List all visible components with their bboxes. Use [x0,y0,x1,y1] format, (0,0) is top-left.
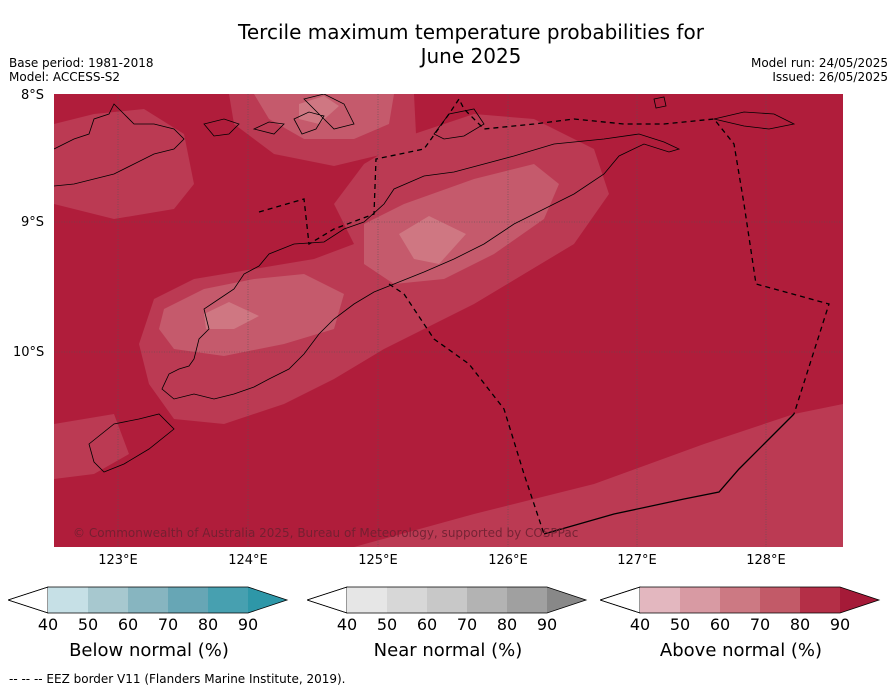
cbar-above-swatch-5 [800,587,840,613]
cbar-above-tick: 90 [829,615,851,634]
lon-label-126e: 126°E [488,553,528,568]
cbar-above-tick: 50 [669,615,691,634]
cbar-near-high-extend [547,587,586,613]
cbar-above-outline [600,586,881,614]
lat-label-8s: 8°S [21,88,45,103]
coastlines [54,94,796,473]
coast-rote [88,413,175,473]
cbar-above-swatch-4 [760,587,800,613]
cbar-below-title: Below normal (%) [69,640,229,661]
cbar-above-tick: 80 [789,615,811,634]
meta-right: Model run: 24/05/2025 Issued: 26/05/2025 [751,56,888,84]
colorbar-above-normal [600,586,881,614]
cbar-near-tick: 60 [416,615,438,634]
cbar-near-title: Near normal (%) [373,640,523,661]
lon-label-127e: 127°E [617,553,657,568]
cbar-below-swatch-3 [128,587,168,613]
lon-label-125e: 125°E [358,553,398,568]
cbar-above-swatch-1 [640,587,680,613]
map-canvas [54,94,843,547]
cbar-near-swatch-5 [507,587,547,613]
copyright-notice: © Commonwealth of Australia 2025, Bureau… [73,526,579,540]
cbar-below-swatch-1 [48,587,88,613]
shade-above-60-north [299,96,339,124]
cbar-below-tick: 50 [77,615,99,634]
cbar-above-tick: 40 [629,615,651,634]
cbar-near-swatch-3 [427,587,467,613]
cbar-near-tick: 80 [496,615,518,634]
cbar-below-tick: 90 [237,615,259,634]
cbar-above-swatch-3 [720,587,760,613]
title-line-1: Tercile maximum temperature probabilitie… [238,20,704,44]
cbar-below-tick: 60 [117,615,139,634]
cbar-near-outline [307,586,588,614]
title-line-2: June 2025 [420,44,522,68]
cbar-near-tick: 90 [536,615,558,634]
cbar-near-tick: 50 [376,615,398,634]
map-title: Tercile maximum temperature probabilitie… [0,20,896,68]
eez-solid [543,413,795,535]
cbar-below-swatch-4 [168,587,208,613]
coast-timor [161,133,681,400]
coast-north-islands [54,94,355,187]
model-name: Model: ACCESS-S2 [9,70,121,84]
cbar-above-tick: 70 [749,615,771,634]
lat-label-9s: 9°S [21,215,45,230]
cbar-near-low-extend [307,586,348,614]
colorbar-near-normal [307,586,588,614]
cbar-near-swatch-2 [387,587,427,613]
eez-dashed [258,97,830,535]
cbar-below-swatch-2 [88,587,128,613]
cbar-below-tick: 80 [197,615,219,634]
cbar-near-swatch-4 [467,587,507,613]
map-area [54,94,843,547]
lon-label-128e: 128°E [746,553,786,568]
meta-left: Base period: 1981-2018 Model: ACCESS-S2 [9,56,154,84]
lon-label-123e: 123°E [98,553,138,568]
colorbar-below-normal [8,586,289,614]
cbar-near-tick: 70 [456,615,478,634]
cbar-below-tick: 40 [37,615,59,634]
cbar-above-low-extend [600,586,641,614]
model-run: Model run: 24/05/2025 [750,56,888,70]
base-period: Base period: 1981-2018 [9,56,154,70]
coast-wetar [433,108,485,140]
cbar-near-swatch-1 [347,587,387,613]
cbar-below-swatch-5 [208,587,248,613]
cbar-below-outline [8,586,289,614]
shade-above-60-central [399,216,466,264]
cbar-below-low-extend [8,586,49,614]
cbar-near-tick: 40 [336,615,358,634]
graticule [54,94,843,547]
shade-above-60-west [204,302,259,329]
cbar-above-title: Above normal (%) [659,640,823,661]
cbar-below-high-extend [248,587,287,613]
coast-east-island [713,111,796,130]
cbar-above-tick: 60 [709,615,731,634]
lon-label-124e: 124°E [228,553,268,568]
lat-label-10s: 10°S [13,345,45,360]
eez-footnote: -- -- -- EEZ border V11 (Flanders Marine… [9,672,346,686]
coast-small-island [653,96,667,109]
cbar-below-tick: 70 [157,615,179,634]
cbar-above-high-extend [840,587,879,613]
issued-date: Issued: 26/05/2025 [772,70,888,84]
cbar-above-swatch-2 [680,587,720,613]
eez-border [258,97,830,535]
